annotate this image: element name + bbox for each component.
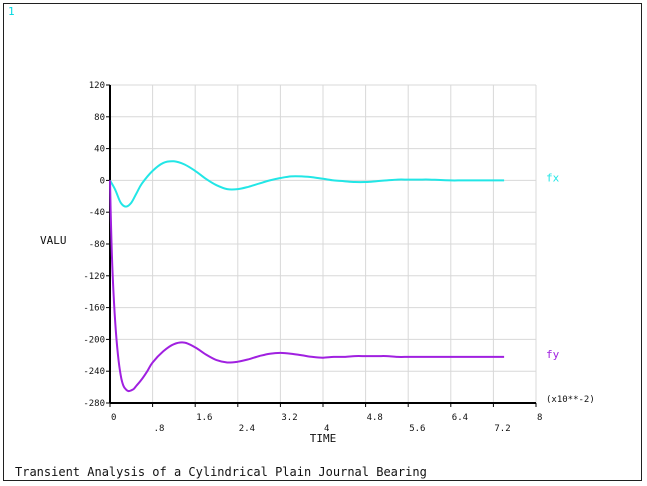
y-axis-label: VALU	[40, 234, 67, 247]
y-tick-label: 0	[100, 176, 105, 186]
y-tick-label: -80	[89, 240, 105, 250]
legend-entry-fx: fx	[546, 171, 560, 184]
y-tick-label: -160	[83, 304, 105, 314]
x-tick-label: 3.2	[281, 413, 297, 423]
x-axis-ticks: 0 .8 1.6 2.4 3.2 4 4.8 5.6 6.4 7.2 8	[109, 403, 542, 434]
legend-entry-fy: fy	[546, 348, 560, 361]
x-tick-label: 6.4	[452, 413, 468, 423]
x-axis-label: TIME	[310, 432, 337, 445]
plot-caption: Transient Analysis of a Cylindrical Plai…	[15, 465, 427, 479]
x-tick-label: 7.2	[494, 424, 510, 434]
x-tick-label: 8	[537, 413, 542, 423]
y-tick-label: 80	[94, 113, 105, 123]
x-tick-label: 1.6	[196, 413, 212, 423]
y-tick-label: -40	[89, 208, 105, 218]
x-tick-label: 0	[111, 413, 116, 423]
grid	[110, 84, 537, 403]
window-number: 1	[8, 5, 15, 18]
series-line-fx	[109, 160, 505, 208]
y-tick-label: -200	[83, 335, 105, 345]
y-tick-label: 40	[94, 145, 105, 155]
y-tick-label: -120	[83, 272, 105, 282]
series-line-fy	[109, 180, 505, 393]
x-tick-label: .8	[154, 424, 165, 434]
y-tick-label: -240	[83, 367, 105, 377]
x-axis-multiplier: (x10**-2)	[546, 395, 595, 405]
x-tick-label: 4	[324, 424, 329, 434]
y-axis-ticks: 120 80 40 0 -40 -80 -120 -160 -200 -240 -280	[83, 81, 110, 409]
x-tick-label: 4.8	[367, 413, 383, 423]
y-tick-label: -280	[83, 399, 105, 409]
x-tick-label: 5.6	[409, 424, 425, 434]
x-tick-label: 2.4	[239, 424, 255, 434]
y-tick-label: 120	[89, 81, 105, 91]
legend: fx fy	[546, 171, 560, 360]
series-layer	[109, 160, 505, 393]
